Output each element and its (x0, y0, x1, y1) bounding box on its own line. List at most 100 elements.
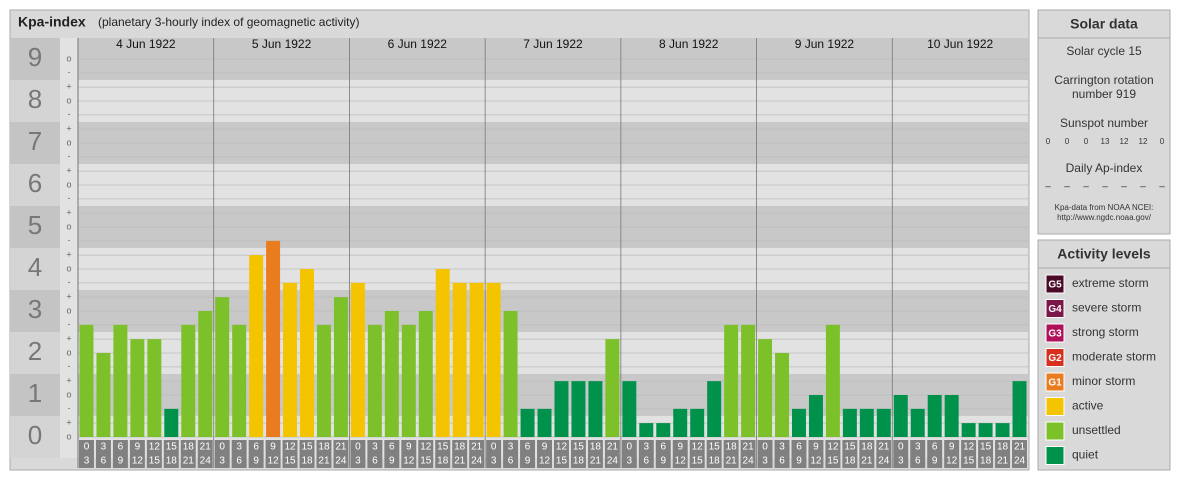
hour-label: 12 (403, 456, 415, 467)
legend-badge: G1 (1048, 378, 1062, 389)
solar-panel (1037, 9, 1171, 235)
bar (469, 282, 484, 437)
sunspot-title: Sunspot number (1060, 116, 1148, 130)
hour-box (452, 440, 468, 468)
hour-box (231, 440, 247, 468)
hour-label: 12 (675, 456, 687, 467)
source: http://www.ngdc.noaa.gov/ (1057, 213, 1152, 222)
hour-box (435, 440, 451, 468)
hour-box (689, 440, 705, 468)
hour-label: 21 (183, 456, 195, 467)
hour-label: 24 (335, 456, 347, 467)
bar (741, 324, 756, 437)
sunspot-value: 12 (1139, 137, 1148, 146)
hour-label: 0 (355, 442, 361, 453)
y-tick-label: 0 (28, 420, 42, 450)
hour-label: 9 (813, 442, 819, 453)
hour-box (520, 440, 536, 468)
hour-box (944, 440, 960, 468)
ap-value: – (1159, 182, 1165, 193)
hour-label: 6 (660, 442, 666, 453)
hour-label: 12 (946, 456, 958, 467)
hour-label: 21 (878, 442, 890, 453)
hour-label: 3 (219, 456, 225, 467)
hour-label: 24 (471, 456, 483, 467)
minor-tick-label: + (66, 82, 71, 92)
hour-label: 18 (183, 442, 195, 453)
ap-title: Daily Ap-index (1066, 161, 1143, 175)
legend-label: moderate storm (1072, 350, 1156, 364)
bar (164, 408, 179, 437)
hour-box (163, 440, 179, 468)
bar (927, 395, 942, 437)
minor-tick-label: - (68, 193, 71, 203)
legend-label: severe storm (1072, 301, 1141, 315)
minor-tick-label: o (66, 347, 71, 357)
hour-box (486, 440, 502, 468)
minor-tick-label: - (68, 235, 71, 245)
legend-label: unsettled (1072, 423, 1121, 437)
minor-tick-label: o (66, 305, 71, 315)
bar (859, 408, 874, 437)
rotation: Carrington rotation (1054, 73, 1153, 87)
hour-label: 6 (915, 456, 921, 467)
ap-value: – (1121, 182, 1127, 193)
hour-box (401, 440, 417, 468)
bar (486, 282, 501, 437)
hour-label: 21 (726, 456, 738, 467)
legend-swatch (1045, 274, 1065, 294)
hour-label: 6 (389, 442, 395, 453)
hour-label: 12 (827, 442, 839, 453)
sunspot-value: 0 (1160, 137, 1165, 146)
hour-label: 3 (491, 456, 497, 467)
hour-box (95, 440, 111, 468)
hour-box (79, 440, 94, 468)
bar (995, 423, 1010, 437)
minor-tick-label: + (66, 208, 71, 218)
bar (571, 381, 586, 437)
legend-badge: G4 (1048, 304, 1062, 315)
hour-label: 3 (236, 442, 242, 453)
minor-tick-label: o (66, 263, 71, 273)
hour-box (146, 440, 162, 468)
bar (418, 311, 433, 437)
bar (79, 324, 94, 437)
ap-value: – (1083, 182, 1089, 193)
y-label-band (10, 416, 60, 458)
y-label-band (10, 38, 60, 80)
hour-box (570, 440, 586, 468)
bar (1012, 381, 1027, 437)
hour-label: 15 (692, 456, 704, 467)
hour-box (367, 440, 383, 468)
y-tick-label: 5 (28, 210, 42, 240)
day-label: 10 Jun 1922 (927, 37, 993, 51)
hour-label: 24 (1014, 456, 1026, 467)
hour-label: 9 (118, 456, 124, 467)
bar (910, 408, 925, 437)
hour-label: 12 (132, 456, 144, 467)
hour-label: 15 (573, 442, 585, 453)
bar (350, 282, 365, 437)
hour-label: 12 (284, 442, 296, 453)
bar (317, 324, 331, 437)
hour-label: 6 (644, 456, 650, 467)
hour-label: 12 (810, 456, 822, 467)
hour-box (876, 440, 892, 468)
bar (656, 423, 671, 437)
hour-box (910, 440, 926, 468)
hour-box (384, 440, 400, 468)
legend-swatch (1045, 299, 1065, 318)
y-tick-label: 9 (28, 42, 42, 72)
bar (232, 324, 247, 437)
minor-tick-label: - (68, 151, 71, 161)
bar (707, 381, 722, 437)
hour-label: 0 (898, 442, 904, 453)
hour-box (706, 440, 722, 468)
hour-label: 18 (166, 456, 178, 467)
minor-tick-label: - (68, 109, 71, 119)
hour-label: 0 (491, 442, 497, 453)
bar (283, 282, 298, 437)
bar (130, 339, 145, 437)
hour-label: 0 (627, 442, 633, 453)
hour-box (604, 440, 620, 468)
